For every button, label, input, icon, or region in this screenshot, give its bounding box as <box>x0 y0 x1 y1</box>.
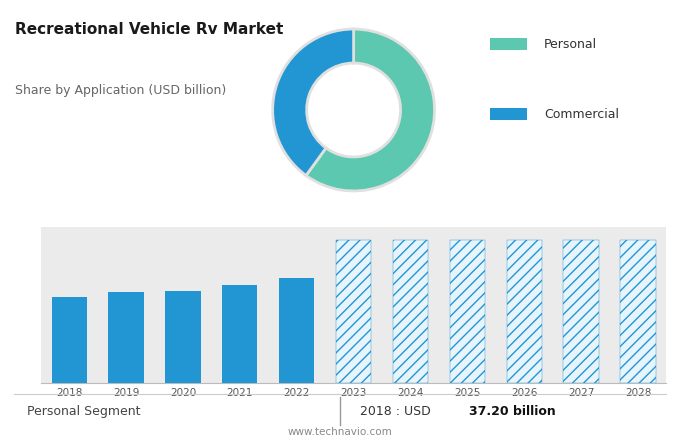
Bar <box>279 278 314 383</box>
Bar <box>620 240 656 383</box>
Bar <box>507 240 542 383</box>
Text: Personal: Personal <box>544 37 597 51</box>
Bar <box>564 240 598 383</box>
Bar <box>336 240 371 383</box>
Bar <box>52 297 87 383</box>
Bar <box>490 38 527 50</box>
Wedge shape <box>273 29 354 176</box>
Bar <box>109 292 143 383</box>
Bar <box>393 240 428 383</box>
Text: Share by Application (USD billion): Share by Application (USD billion) <box>15 84 226 97</box>
Bar <box>490 108 527 121</box>
Bar <box>222 285 258 383</box>
Bar <box>165 291 201 383</box>
Text: 37.20 billion: 37.20 billion <box>469 405 556 418</box>
Text: Commercial: Commercial <box>544 108 619 121</box>
Text: www.technavio.com: www.technavio.com <box>288 427 392 437</box>
Wedge shape <box>306 29 435 191</box>
Text: 2018 : USD: 2018 : USD <box>360 405 435 418</box>
Text: Recreational Vehicle Rv Market: Recreational Vehicle Rv Market <box>15 22 284 37</box>
Text: Personal Segment: Personal Segment <box>27 405 141 418</box>
Bar <box>449 240 485 383</box>
